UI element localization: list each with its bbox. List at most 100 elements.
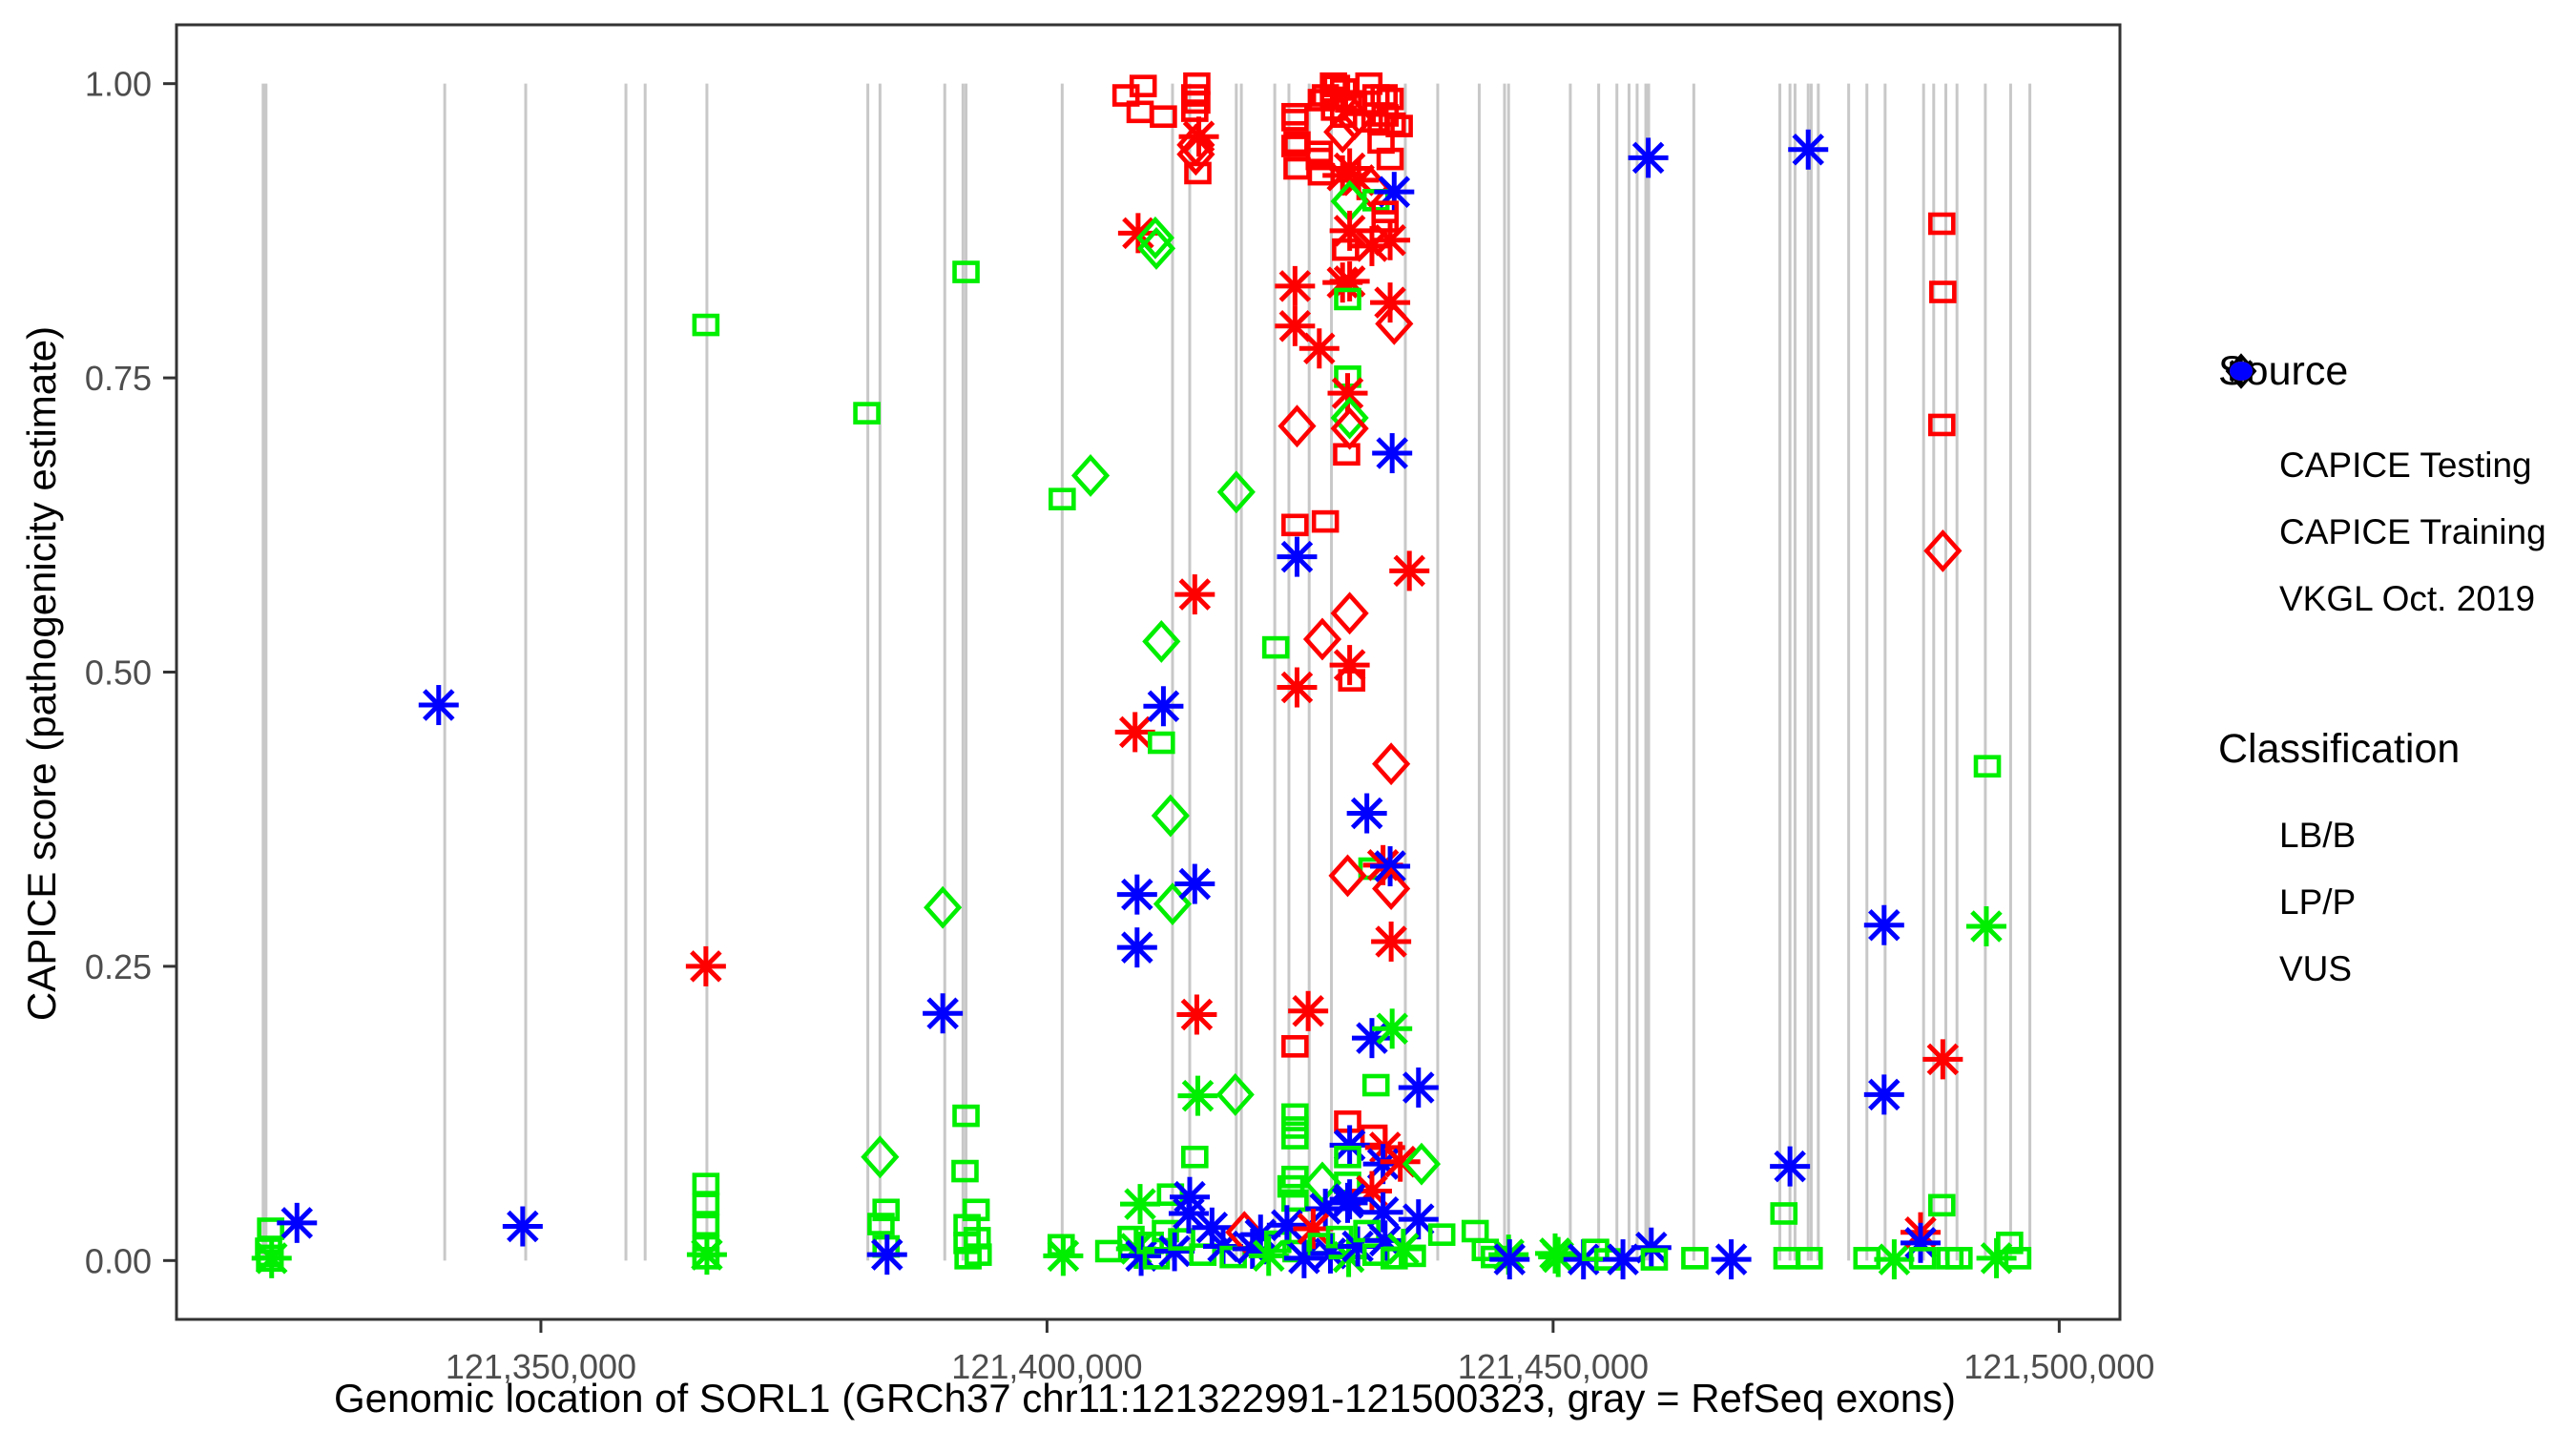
x-tick-label: 121,450,000 [1458, 1347, 1649, 1386]
data-point [1181, 99, 1209, 122]
legend-item-label: LP/P [2279, 882, 2357, 922]
data-point [1874, 1239, 1915, 1280]
data-point [923, 993, 964, 1034]
data-point [1266, 1205, 1307, 1246]
data-point [692, 1192, 720, 1215]
data-point [1376, 147, 1404, 171]
panel-border [175, 23, 2122, 1321]
data-point [1116, 927, 1157, 968]
data-point [1927, 413, 1956, 437]
data-point [502, 1206, 543, 1247]
data-point [1334, 1145, 1361, 1169]
data-point [1281, 102, 1309, 126]
data-point [1372, 433, 1413, 474]
legend: Source CAPICE Testing CAPICE Training [2218, 348, 2576, 1003]
data-point [1215, 1072, 1255, 1116]
y-tick-label: 1.00 [85, 65, 152, 104]
data-point [1143, 686, 1184, 727]
data-point [1298, 328, 1340, 369]
data-point [2004, 1247, 2032, 1270]
data-point [1070, 454, 1111, 497]
data-point [1770, 1202, 1798, 1225]
data-point [1281, 109, 1309, 132]
data-point [1863, 904, 1904, 945]
data-point [1681, 1247, 1709, 1270]
data-point [1370, 219, 1411, 260]
data-point [1136, 226, 1176, 270]
data-point [1275, 265, 1316, 306]
data-point [685, 945, 726, 986]
data-point [277, 1202, 318, 1243]
data-point [952, 1104, 980, 1128]
data-point [1281, 1127, 1309, 1150]
data-point [1281, 1189, 1309, 1213]
data-point [1361, 1073, 1390, 1097]
data-point [1922, 1039, 1963, 1080]
data-point [1372, 742, 1411, 786]
data-point [1277, 536, 1318, 577]
y-axis-title: CAPICE score (pathogenicity estimate) [19, 325, 64, 1022]
data-point [1302, 617, 1342, 661]
exon-lines [261, 83, 2032, 1261]
data-point [1973, 755, 2002, 778]
data-point [1302, 1161, 1342, 1205]
data-point [1248, 1235, 1289, 1276]
data-point [1374, 172, 1415, 213]
red-dot-icon [2218, 362, 2272, 925]
data-point [1788, 129, 1829, 170]
data-point [1923, 529, 1963, 572]
legend-item-label: CAPICE Training [2279, 512, 2546, 551]
green-dot-icon [2218, 362, 2272, 859]
data-point [1142, 619, 1181, 663]
diamond-icon [2218, 353, 2272, 488]
data-point [1177, 1075, 1218, 1116]
data-point [1327, 1182, 1368, 1223]
legend-classification-title: Classification [2218, 726, 2461, 772]
legend-item-vus: VUS [2218, 362, 2576, 1003]
data-point [1168, 1228, 1195, 1251]
data-point [1371, 922, 1412, 963]
y-tick-label: 0.75 [85, 359, 152, 398]
x-tick-label: 121,400,000 [951, 1347, 1142, 1386]
legend-item-capice-testing: CAPICE Testing [2218, 353, 2576, 499]
data-point [1333, 443, 1361, 467]
data-point [1181, 1145, 1209, 1169]
data-point [1375, 301, 1414, 345]
data-point [1281, 1103, 1309, 1127]
data-point [1129, 74, 1157, 97]
data-point [1330, 406, 1369, 450]
data-point [692, 1213, 720, 1237]
data-point [1489, 1239, 1530, 1280]
legend-item-capice-training: CAPICE Training [2218, 362, 2576, 566]
legend-source-title: Source [2218, 348, 2349, 394]
data-point [1398, 1199, 1439, 1240]
data-point [1154, 1231, 1195, 1272]
legend-item-lpp: LP/P [2218, 362, 2576, 936]
y-tick-label: 0.00 [85, 1241, 152, 1280]
data-point [1168, 1192, 1209, 1234]
data-point [1398, 1067, 1439, 1108]
data-point [1151, 794, 1190, 838]
data-point [1184, 161, 1212, 185]
data-point [1288, 990, 1329, 1031]
data-point [1120, 1184, 1161, 1225]
data-point [1461, 1219, 1489, 1243]
data-point [1908, 1247, 1937, 1270]
data-point [1628, 137, 1669, 178]
data-point [1795, 1247, 1823, 1270]
x-tick-label: 121,350,000 [446, 1347, 636, 1386]
data-points [251, 72, 2032, 1280]
data-point [1334, 287, 1361, 311]
data-point [1305, 147, 1334, 171]
data-point [1174, 574, 1215, 615]
data-point [418, 685, 459, 726]
data-point [1176, 994, 1217, 1035]
data-point [1711, 1239, 1752, 1280]
data-point [1927, 212, 1956, 236]
data-point [1330, 591, 1369, 635]
data-point [1370, 846, 1411, 887]
data-point [1216, 470, 1256, 514]
data-point [964, 1243, 992, 1266]
asterisk-icon [2218, 357, 2272, 622]
